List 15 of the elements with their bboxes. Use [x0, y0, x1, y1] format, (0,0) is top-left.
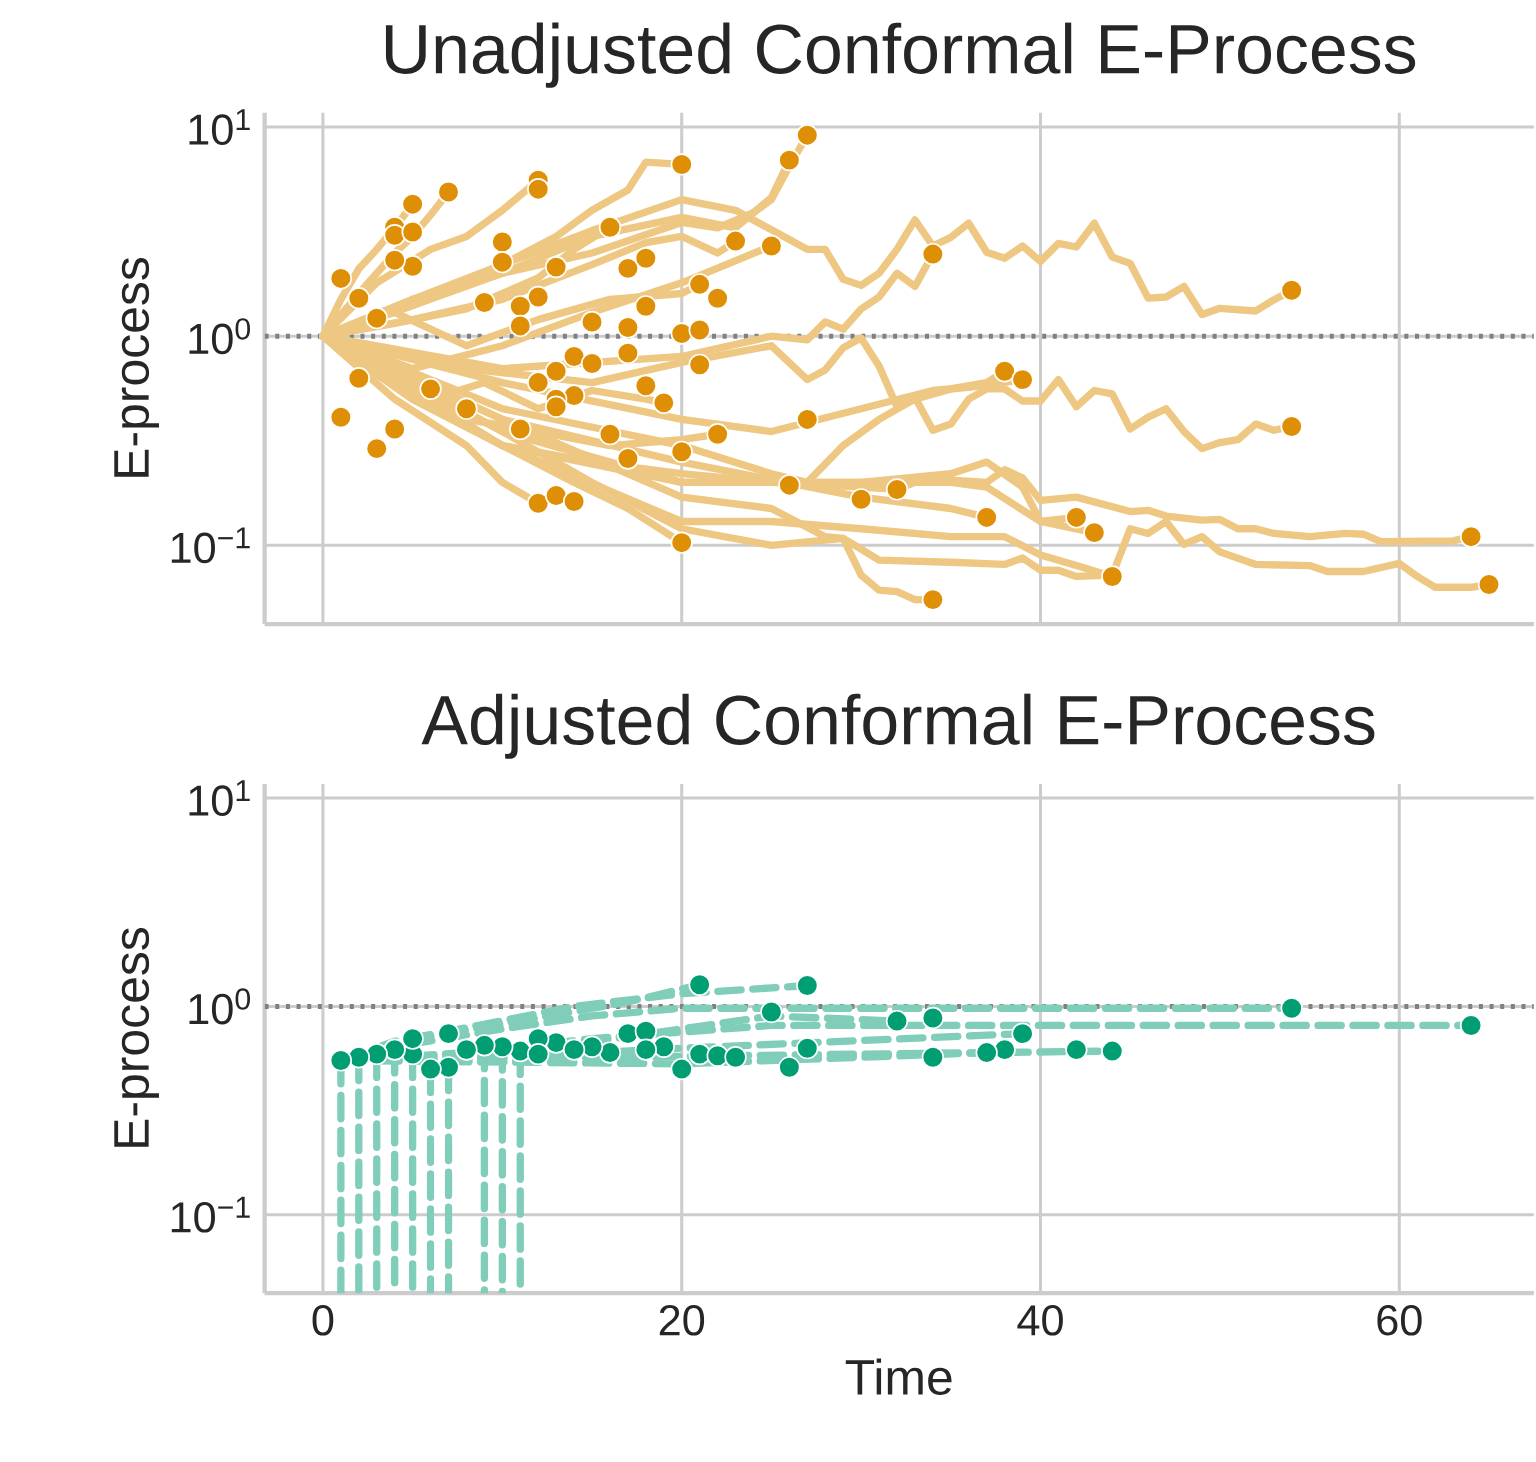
y-tick-label: 10$^{1}$: [189, 780, 250, 816]
x-tick-label: 60: [1377, 1304, 1422, 1336]
y-tick-label: 10$^{1}$: [189, 109, 250, 145]
y-axis-title: E-process: [114, 257, 159, 477]
x-axis-title: Time: [845, 1358, 952, 1396]
x-tick-label: 40: [1017, 1304, 1063, 1336]
y-axis-title: E-process: [114, 928, 159, 1147]
x-tick-label: 0: [312, 1304, 334, 1336]
x-tick-label: 20: [659, 1304, 705, 1336]
y-tick-label: 10$^{−1}$: [171, 527, 250, 564]
y-tick-label: 10$^{0}$: [189, 318, 251, 355]
y-tick-label: 10$^{−1}$: [171, 1196, 250, 1233]
chart-title: Adjusted Conformal E-Process: [421, 693, 1375, 759]
y-tick-label: 10$^{0}$: [189, 988, 251, 1025]
chart-title: Unadjusted Conformal E-Process: [385, 22, 1416, 88]
